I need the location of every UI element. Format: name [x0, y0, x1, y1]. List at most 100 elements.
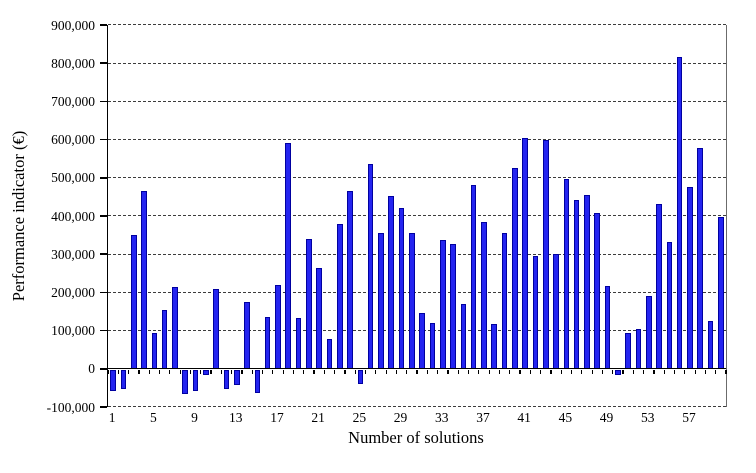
x-tick-mark	[158, 369, 161, 375]
bar	[141, 191, 147, 369]
x-tick-mark	[138, 369, 140, 375]
y-tick-mark	[100, 24, 107, 26]
x-tick-mark	[437, 369, 439, 375]
x-tick-label: 37	[476, 410, 490, 425]
bar	[347, 191, 353, 369]
x-tick-mark	[210, 369, 212, 375]
x-tick-mark	[128, 369, 130, 375]
bar	[275, 284, 281, 369]
gridline	[108, 100, 726, 102]
bar	[244, 301, 250, 369]
x-tick-mark	[385, 369, 387, 375]
y-tick-mark	[100, 406, 107, 408]
x-tick-mark	[169, 369, 171, 375]
y-tick-mark	[100, 138, 107, 141]
bar	[192, 369, 199, 392]
x-tick-mark	[529, 369, 531, 375]
bar	[553, 254, 559, 369]
x-tick-mark	[323, 369, 325, 375]
x-tick-label: 17	[270, 410, 284, 425]
x-tick-mark	[653, 369, 655, 375]
gridline	[108, 62, 726, 64]
x-tick-mark	[241, 369, 243, 375]
x-tick-label: 41	[517, 410, 531, 425]
bar	[481, 222, 487, 369]
y-tick-label: 0	[88, 361, 95, 377]
x-tick-mark	[632, 369, 634, 375]
x-tick-mark	[725, 369, 727, 375]
x-tick-mark	[601, 369, 604, 375]
x-tick-label: 1	[108, 410, 116, 425]
x-tick-mark	[344, 369, 346, 375]
x-tick-mark	[272, 369, 274, 375]
bar	[233, 369, 240, 385]
x-tick-label: 57	[682, 410, 696, 425]
bar	[429, 322, 436, 369]
x-tick-mark	[694, 369, 696, 375]
plot-area	[100, 24, 727, 408]
x-tick-label: 53	[641, 410, 655, 425]
zero-axis-line	[108, 368, 726, 369]
bar	[666, 241, 673, 369]
x-tick-mark	[612, 369, 614, 375]
x-tick-mark	[704, 369, 707, 375]
x-tick-label: 29	[393, 410, 408, 425]
x-tick-mark	[117, 369, 119, 375]
bar	[120, 369, 127, 389]
x-tick-mark	[251, 369, 253, 375]
bar	[645, 296, 652, 369]
y-tick-label: 600,000	[51, 132, 95, 148]
y-tick-mark	[100, 253, 107, 255]
bar	[501, 233, 508, 369]
bar	[409, 233, 415, 369]
x-tick-label: 33	[435, 410, 449, 425]
y-tick-label: 800,000	[51, 55, 95, 71]
x-tick-mark	[560, 369, 562, 375]
bar	[378, 233, 384, 369]
x-tick-mark	[189, 369, 192, 375]
x-tick-mark	[684, 369, 686, 375]
x-tick-mark	[570, 369, 573, 375]
y-tick-label: 500,000	[51, 170, 95, 186]
x-tick-mark	[200, 369, 202, 375]
x-tick-mark	[447, 369, 449, 375]
x-tick-mark	[519, 369, 521, 375]
bar	[676, 57, 683, 369]
x-tick-mark	[498, 369, 501, 375]
bar	[130, 235, 137, 369]
x-tick-mark	[622, 369, 624, 375]
gridline	[108, 24, 726, 26]
gridline	[108, 215, 726, 217]
bar	[419, 313, 425, 369]
x-tick-mark	[220, 369, 222, 375]
gridline	[108, 329, 726, 331]
bar	[635, 328, 642, 369]
bar	[110, 369, 116, 391]
bar	[460, 303, 467, 369]
bar	[306, 238, 312, 369]
x-tick-label: 13	[229, 410, 243, 425]
x-tick-mark	[540, 369, 542, 375]
x-tick-mark	[375, 369, 377, 375]
bar	[151, 332, 158, 369]
y-tick-label: 300,000	[51, 246, 95, 262]
x-tick-mark	[395, 369, 398, 375]
bar	[439, 239, 446, 369]
bar	[604, 286, 611, 369]
bar	[336, 224, 343, 369]
x-tick-mark	[581, 369, 583, 375]
bar	[615, 369, 621, 375]
y-tick-label: 900,000	[51, 17, 95, 33]
x-tick-mark	[550, 369, 552, 375]
x-tick-mark	[643, 369, 645, 375]
bar	[398, 208, 405, 369]
y-tick-label: 100,000	[51, 323, 95, 339]
bar	[264, 317, 271, 369]
bar	[573, 199, 580, 369]
gridline	[108, 177, 726, 179]
bar	[532, 256, 539, 369]
x-tick-mark	[179, 369, 181, 375]
bar	[357, 369, 364, 385]
bar	[594, 212, 601, 369]
